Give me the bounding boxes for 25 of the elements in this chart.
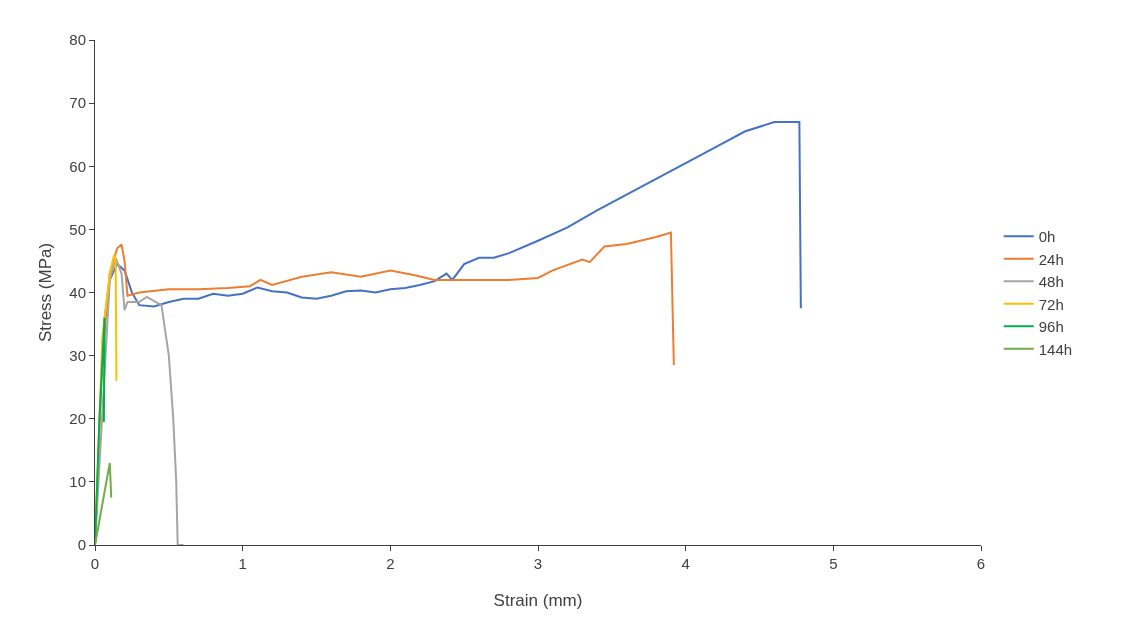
legend-label: 144h bbox=[1038, 340, 1073, 358]
x-tick-label: 2 bbox=[386, 555, 395, 572]
y-axis-title: Stress (MPa) bbox=[36, 242, 55, 343]
y-tick-label: 30 bbox=[69, 346, 86, 364]
x-axis-title: Strain (mm) bbox=[493, 591, 583, 610]
legend-label: 0h bbox=[1038, 228, 1056, 246]
x-tick-label: 3 bbox=[533, 555, 543, 572]
x-tick-label: 6 bbox=[976, 555, 986, 572]
y-tick-label: 40 bbox=[69, 283, 86, 301]
y-tick-label: 10 bbox=[69, 473, 86, 491]
y-tick-label: 20 bbox=[69, 410, 86, 427]
x-tick-label: 5 bbox=[829, 555, 838, 572]
y-tick-label: 70 bbox=[69, 94, 86, 112]
x-tick-label: 4 bbox=[681, 555, 690, 572]
y-tick-label: 80 bbox=[69, 31, 86, 49]
legend-label: 24h bbox=[1038, 250, 1064, 268]
legend-label: 96h bbox=[1038, 318, 1064, 336]
legend-label: 48h bbox=[1038, 273, 1064, 291]
x-tick-label: 0 bbox=[90, 555, 100, 572]
legend-label: 72h bbox=[1038, 295, 1064, 313]
y-tick-label: 0 bbox=[77, 536, 86, 554]
y-tick-label: 50 bbox=[69, 220, 86, 238]
y-tick-label: 60 bbox=[69, 157, 86, 175]
line-series bbox=[95, 256, 185, 545]
x-tick-label: 1 bbox=[238, 555, 247, 572]
